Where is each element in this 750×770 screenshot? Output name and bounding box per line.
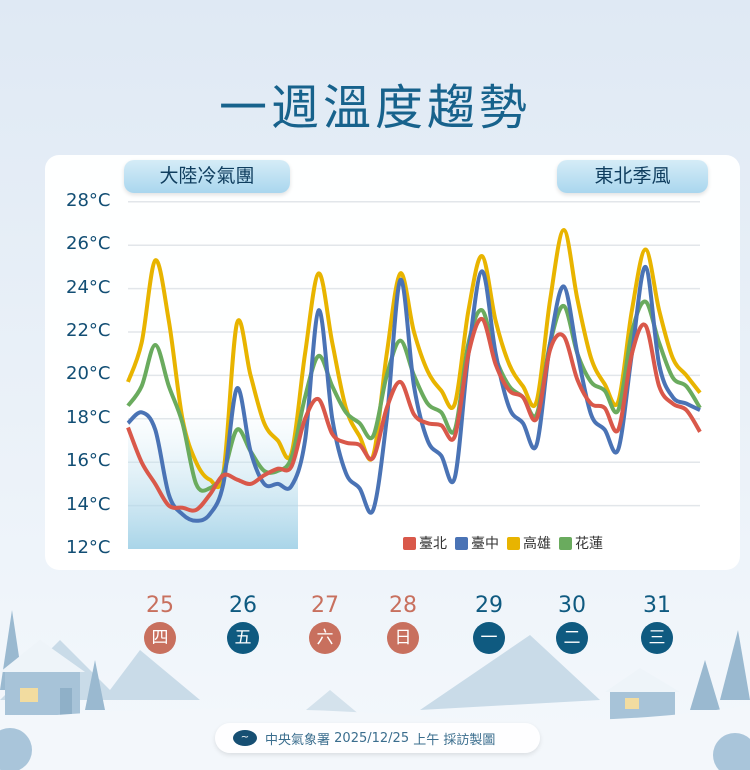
legend-swatch bbox=[455, 536, 468, 550]
house-left bbox=[0, 640, 85, 715]
legend-swatch bbox=[403, 536, 416, 550]
day-label: 30 二 bbox=[547, 593, 597, 654]
day-date: 31 bbox=[643, 593, 671, 618]
y-tick-label: 20°C bbox=[66, 363, 111, 385]
day-label: 26 五 bbox=[218, 593, 268, 654]
legend-swatch bbox=[559, 536, 572, 550]
legend-swatch bbox=[507, 536, 520, 550]
day-label: 31 三 bbox=[632, 593, 682, 654]
y-tick-label: 22°C bbox=[66, 320, 111, 341]
northeast-monsoon-tag: 東北季風 bbox=[557, 160, 708, 193]
tree bbox=[690, 660, 720, 710]
y-tick-label: 24°C bbox=[66, 276, 111, 298]
day-label: 28 日 bbox=[378, 593, 428, 654]
weekday-badge: 五 bbox=[227, 622, 259, 654]
legend-item: 臺中 bbox=[455, 533, 499, 553]
y-tick-label: 12°C bbox=[66, 537, 111, 558]
weekday-badge: 三 bbox=[641, 622, 673, 654]
y-tick-label: 14°C bbox=[66, 493, 111, 515]
bush bbox=[713, 733, 750, 770]
footer-note: 採訪製圖 bbox=[443, 732, 496, 748]
legend-item: 花蓮 bbox=[559, 533, 603, 553]
day-date: 28 bbox=[389, 593, 417, 618]
bush bbox=[0, 728, 32, 770]
day-date: 29 bbox=[475, 593, 503, 618]
house-right bbox=[605, 668, 680, 720]
footer-agency: 中央氣象署 bbox=[265, 732, 331, 748]
cold-air-mass-tag: 大陸冷氣團 bbox=[124, 160, 290, 193]
day-date: 30 bbox=[558, 593, 586, 618]
mountain bbox=[420, 635, 600, 710]
footer-credit: ~ 中央氣象署 2025/12/25 上午 採訪製圖 bbox=[215, 723, 540, 753]
weekday-badge: 六 bbox=[309, 622, 341, 654]
day-date: 25 bbox=[146, 593, 174, 618]
legend-label: 臺中 bbox=[471, 536, 499, 552]
day-label: 29 一 bbox=[464, 593, 514, 654]
day-label: 25 四 bbox=[135, 593, 185, 654]
legend-item: 臺北 bbox=[403, 533, 447, 553]
day-label: 27 六 bbox=[300, 593, 350, 654]
y-tick-label: 28°C bbox=[66, 189, 111, 211]
tree bbox=[85, 660, 105, 710]
chart-legend: 臺北 臺中 高雄 花蓮 bbox=[403, 533, 603, 553]
weekday-badge: 一 bbox=[473, 622, 505, 654]
tree bbox=[720, 630, 750, 700]
footer-date: 2025/12/25 bbox=[334, 730, 410, 746]
y-tick-label: 18°C bbox=[66, 406, 111, 428]
series-line-1 bbox=[126, 264, 701, 523]
legend-label: 臺北 bbox=[419, 536, 447, 552]
mountain bbox=[300, 690, 360, 715]
y-tick-label: 16°C bbox=[66, 450, 111, 472]
weekday-badge: 日 bbox=[387, 622, 419, 654]
page-title: 一週溫度趨勢 bbox=[218, 80, 531, 136]
y-tick-label: 26°C bbox=[66, 233, 111, 255]
legend-label: 花蓮 bbox=[575, 536, 603, 552]
weekday-badge: 二 bbox=[556, 622, 588, 654]
day-date: 26 bbox=[229, 593, 257, 618]
legend-item: 高雄 bbox=[507, 533, 551, 553]
day-date: 27 bbox=[311, 593, 339, 618]
weekday-badge: 四 bbox=[144, 622, 176, 654]
legend-label: 高雄 bbox=[523, 536, 551, 552]
cwa-logo-icon: ~ bbox=[233, 730, 257, 746]
series-line-0 bbox=[126, 316, 702, 513]
footer-period: 上午 bbox=[413, 732, 440, 748]
